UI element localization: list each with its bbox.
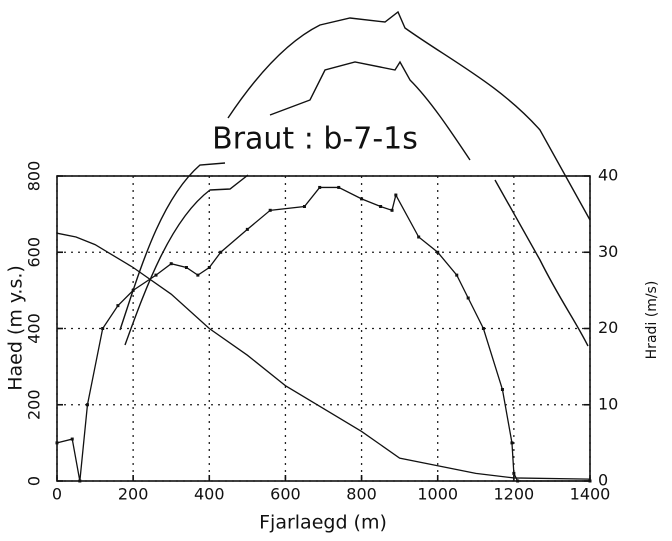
point-marker <box>510 441 514 445</box>
point-marker <box>78 479 82 483</box>
point-marker <box>337 185 341 189</box>
point-marker <box>219 250 223 254</box>
y-tick-label: 600 <box>25 237 44 268</box>
point-marker <box>184 266 188 269</box>
point-marker <box>245 227 249 231</box>
point-marker <box>455 273 459 277</box>
point-marker <box>516 479 520 483</box>
x-tick-label: 800 <box>346 485 377 504</box>
x-tick-label: 600 <box>270 485 301 504</box>
y2-tick-label: 10 <box>598 394 618 413</box>
point-marker <box>131 288 135 292</box>
y-tick-label: 0 <box>25 476 44 486</box>
point-marker <box>196 273 200 277</box>
point-marker <box>55 441 59 445</box>
y2-tick-label: 0 <box>598 471 608 490</box>
point-marker <box>302 205 306 208</box>
x-tick-label: 200 <box>118 485 149 504</box>
y2-tick-label: 30 <box>598 242 618 261</box>
x-tick-label: 1400 <box>570 485 611 504</box>
point-marker <box>390 208 394 212</box>
x-tick-label: 400 <box>194 485 225 504</box>
series-line <box>56 232 591 480</box>
y-tick-label: 800 <box>25 161 44 192</box>
scan-artifact-curve <box>227 10 591 221</box>
x-tick-label: 1200 <box>493 485 534 504</box>
point-marker <box>318 185 322 189</box>
y2-axis-label: Hradi (m/s) <box>644 281 660 360</box>
point-marker <box>466 296 470 300</box>
x-axis-label: Fjarlaegd (m) <box>259 512 387 534</box>
point-marker <box>116 304 120 308</box>
point-marker <box>512 471 516 475</box>
point-marker <box>169 262 173 266</box>
point-marker <box>85 403 89 407</box>
point-marker <box>207 266 211 269</box>
y-axis-label: Haed (m y.s.) <box>5 265 27 391</box>
point-marker <box>436 250 440 254</box>
point-marker <box>70 437 74 441</box>
scan-artifact-curve <box>269 60 471 161</box>
y-tick-label: 200 <box>25 389 44 420</box>
scan-artifact-curve <box>119 162 226 331</box>
chart-title: Braut : b-7-1s <box>212 122 418 157</box>
point-marker <box>481 327 485 330</box>
y-tick-label: 400 <box>25 313 44 344</box>
y2-tick-label: 40 <box>598 166 618 185</box>
point-marker <box>588 479 592 483</box>
point-marker <box>154 273 158 277</box>
point-marker <box>394 193 398 197</box>
point-marker <box>379 205 383 208</box>
x-tick-label: 1000 <box>417 485 458 504</box>
point-marker <box>268 208 272 212</box>
y2-tick-label: 20 <box>598 318 618 337</box>
point-marker <box>417 235 421 239</box>
plot-frame <box>56 175 591 482</box>
scan-artifact-curve <box>494 179 589 347</box>
point-marker <box>101 327 105 330</box>
point-marker <box>360 197 364 201</box>
point-marker <box>500 388 504 391</box>
x-tick-label: 0 <box>52 485 62 504</box>
series-line <box>56 186 590 482</box>
